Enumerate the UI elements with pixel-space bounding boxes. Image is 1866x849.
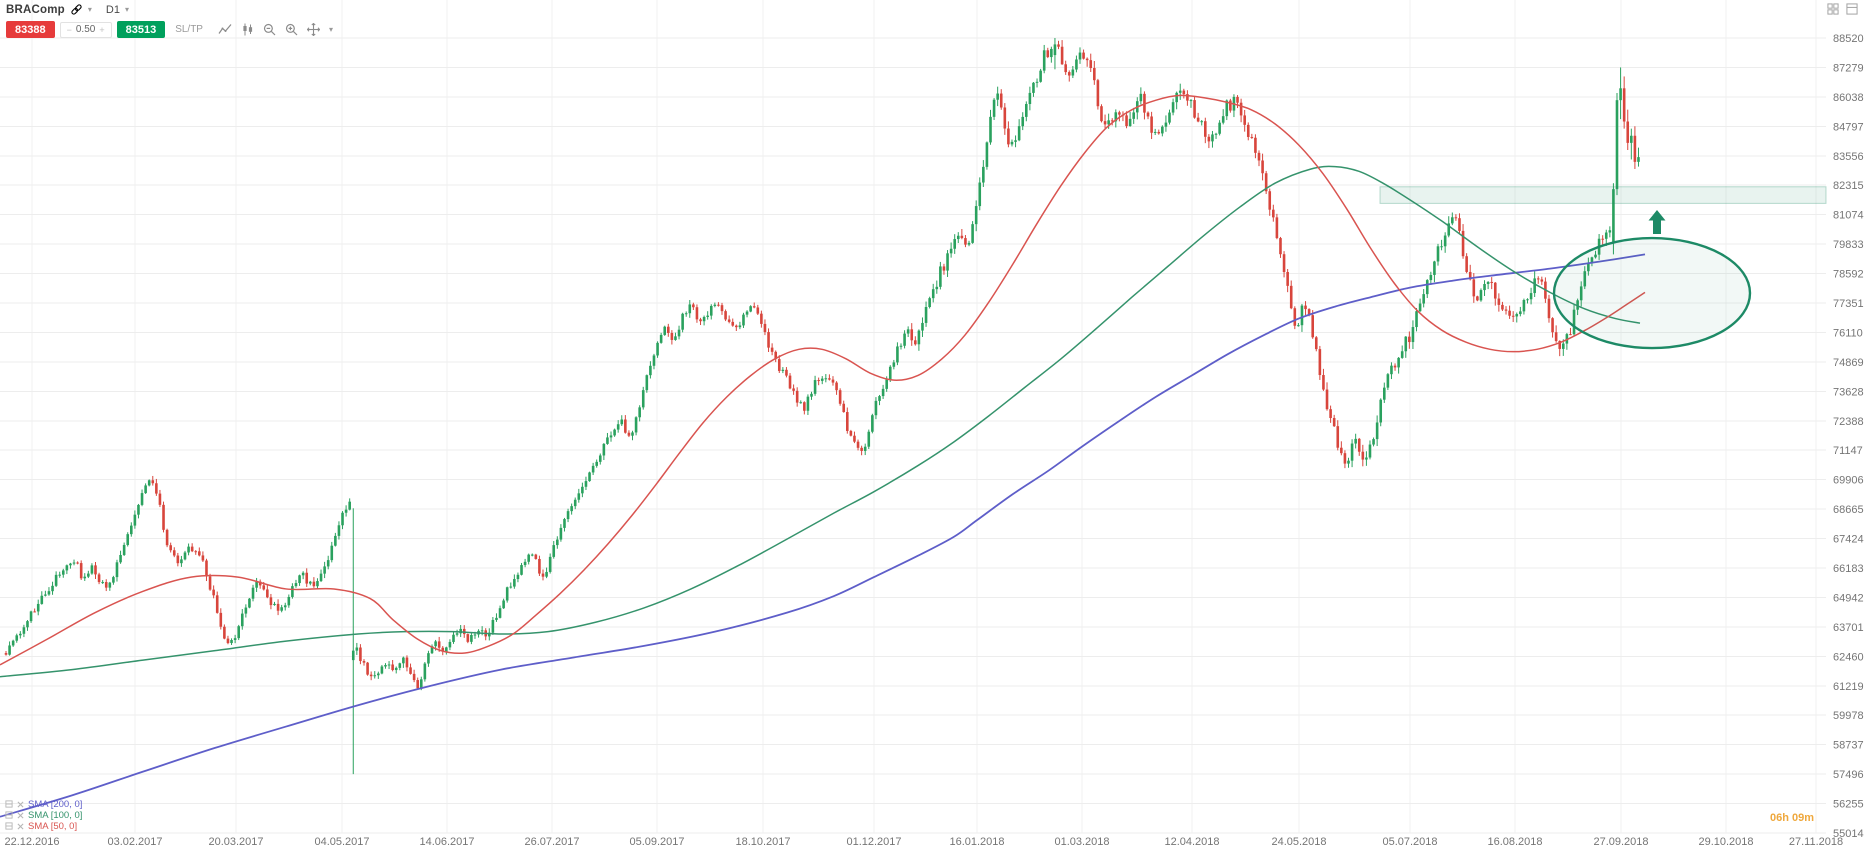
chevron-down-icon[interactable]: ▾ bbox=[124, 4, 129, 14]
chart-toolbar: BRAComp ▾ D1 ▾ 83388 − 0.50 + 83513 SL/T… bbox=[6, 3, 333, 38]
svg-text:01.12.2017: 01.12.2017 bbox=[846, 836, 901, 848]
svg-text:59978: 59978 bbox=[1833, 710, 1864, 722]
svg-text:88520: 88520 bbox=[1833, 33, 1864, 45]
crosshair-move-icon[interactable] bbox=[306, 23, 320, 36]
panel-layout-icon[interactable] bbox=[1846, 3, 1858, 15]
svg-text:63701: 63701 bbox=[1833, 622, 1864, 634]
sma100-line bbox=[0, 165, 1641, 678]
annotations-layer[interactable] bbox=[1379, 186, 1827, 350]
trend-line-icon[interactable] bbox=[218, 23, 232, 36]
svg-text:84797: 84797 bbox=[1833, 121, 1864, 133]
svg-text:05.09.2017: 05.09.2017 bbox=[629, 836, 684, 848]
indicator-label: SMA [100, 0] bbox=[28, 809, 83, 821]
svg-text:86038: 86038 bbox=[1833, 92, 1864, 104]
close-icon[interactable] bbox=[17, 812, 24, 819]
svg-text:56255: 56255 bbox=[1833, 799, 1864, 811]
svg-text:71147: 71147 bbox=[1833, 445, 1863, 457]
candles-layer bbox=[4, 38, 1640, 775]
close-icon[interactable] bbox=[17, 801, 24, 808]
svg-text:62460: 62460 bbox=[1833, 651, 1864, 663]
legend-sma100: SMA [100, 0] bbox=[5, 809, 83, 821]
indicator-settings-icon[interactable] bbox=[5, 811, 13, 819]
svg-text:58737: 58737 bbox=[1833, 740, 1864, 752]
link-instrument-icon[interactable] bbox=[70, 3, 83, 16]
indicator-label: SMA [200, 0] bbox=[28, 798, 83, 810]
candlestick-chart-icon[interactable] bbox=[241, 23, 254, 36]
svg-text:83556: 83556 bbox=[1833, 151, 1864, 163]
svg-text:77351: 77351 bbox=[1833, 298, 1864, 310]
spread-value: 0.50 bbox=[75, 24, 96, 35]
svg-text:14.06.2017: 14.06.2017 bbox=[419, 836, 474, 848]
date-axis-labels: 22.12.2016 03.02.2017 20.03.2017 04.05.2017… bbox=[4, 836, 1843, 848]
sell-button[interactable]: 83388 bbox=[6, 21, 55, 38]
svg-text:78592: 78592 bbox=[1833, 269, 1864, 281]
spread-widget: − 0.50 + bbox=[59, 21, 112, 38]
svg-text:22.12.2016: 22.12.2016 bbox=[4, 836, 59, 848]
grid-layout-icon[interactable] bbox=[1827, 3, 1839, 15]
grid-layer bbox=[0, 0, 1826, 834]
indicator-label: SMA [50, 0] bbox=[28, 820, 78, 832]
timeframe-selector[interactable]: D1 bbox=[105, 3, 120, 16]
svg-text:12.04.2018: 12.04.2018 bbox=[1164, 836, 1219, 848]
candle-countdown: 06h 09m bbox=[1769, 812, 1814, 824]
sltp-button[interactable]: SL/TP bbox=[175, 24, 203, 35]
zoom-out-icon[interactable] bbox=[263, 23, 276, 36]
svg-text:24.05.2018: 24.05.2018 bbox=[1271, 836, 1326, 848]
svg-text:82315: 82315 bbox=[1833, 180, 1864, 192]
svg-text:57496: 57496 bbox=[1833, 769, 1864, 781]
price-axis-labels: 88520 87279 86038 84797 83556 82315 81074 79833… bbox=[1833, 33, 1864, 840]
chart-tools: ▾ bbox=[218, 23, 333, 36]
svg-text:01.03.2018: 01.03.2018 bbox=[1054, 836, 1109, 848]
svg-text:69906: 69906 bbox=[1833, 475, 1864, 487]
svg-text:81074: 81074 bbox=[1833, 210, 1864, 222]
svg-text:26.07.2017: 26.07.2017 bbox=[524, 836, 579, 848]
svg-text:18.10.2017: 18.10.2017 bbox=[735, 836, 790, 848]
buy-button[interactable]: 83513 bbox=[116, 21, 166, 38]
indicator-settings-icon[interactable] bbox=[5, 822, 13, 830]
svg-text:05.07.2018: 05.07.2018 bbox=[1382, 836, 1437, 848]
highlight-ellipse bbox=[1552, 236, 1752, 350]
trade-row: 83388 − 0.50 + 83513 SL/TP ▾ bbox=[6, 21, 333, 38]
instrument-symbol[interactable]: BRAComp bbox=[6, 3, 65, 16]
svg-text:74869: 74869 bbox=[1833, 357, 1864, 369]
spread-plus-button[interactable]: + bbox=[99, 24, 105, 35]
svg-text:29.10.2018: 29.10.2018 bbox=[1698, 836, 1753, 848]
instrument-row: BRAComp ▾ D1 ▾ bbox=[6, 3, 333, 16]
svg-text:03.02.2017: 03.02.2017 bbox=[107, 836, 162, 848]
svg-text:27.09.2018: 27.09.2018 bbox=[1593, 836, 1648, 848]
svg-text:55014: 55014 bbox=[1833, 828, 1864, 840]
sma50-line bbox=[0, 94, 1646, 666]
legend-sma200: SMA [200, 0] bbox=[5, 798, 83, 810]
svg-text:87279: 87279 bbox=[1833, 62, 1864, 74]
breakout-arrow bbox=[1648, 210, 1666, 234]
chevron-down-icon[interactable]: ▾ bbox=[87, 4, 92, 14]
svg-text:61219: 61219 bbox=[1833, 681, 1864, 693]
indicator-legend: SMA [200, 0] SMA [100, 0] SMA [50, 0] bbox=[5, 799, 82, 832]
legend-sma50: SMA [50, 0] bbox=[5, 820, 82, 832]
indicator-settings-icon[interactable] bbox=[5, 800, 13, 808]
svg-text:27.11.2018: 27.11.2018 bbox=[1789, 836, 1843, 848]
zoom-in-icon[interactable] bbox=[285, 23, 298, 36]
svg-text:73628: 73628 bbox=[1833, 386, 1864, 398]
svg-text:79833: 79833 bbox=[1833, 239, 1864, 251]
svg-text:67424: 67424 bbox=[1833, 534, 1864, 546]
svg-text:64942: 64942 bbox=[1833, 592, 1864, 604]
resistance-zone bbox=[1379, 186, 1827, 204]
svg-text:72388: 72388 bbox=[1833, 416, 1864, 428]
svg-text:16.08.2018: 16.08.2018 bbox=[1487, 836, 1542, 848]
sma200-line bbox=[0, 253, 1646, 818]
svg-text:20.03.2017: 20.03.2017 bbox=[208, 836, 263, 848]
svg-text:68665: 68665 bbox=[1833, 504, 1864, 516]
workspace-controls bbox=[1827, 3, 1858, 15]
close-icon[interactable] bbox=[17, 823, 24, 830]
sma-lines-layer bbox=[0, 94, 1646, 818]
chevron-down-icon[interactable]: ▾ bbox=[328, 24, 333, 34]
spread-minus-button[interactable]: − bbox=[66, 24, 72, 35]
svg-text:16.01.2018: 16.01.2018 bbox=[949, 836, 1004, 848]
svg-text:04.05.2017: 04.05.2017 bbox=[314, 836, 369, 848]
svg-text:66183: 66183 bbox=[1833, 563, 1864, 575]
svg-text:76110: 76110 bbox=[1833, 327, 1863, 339]
